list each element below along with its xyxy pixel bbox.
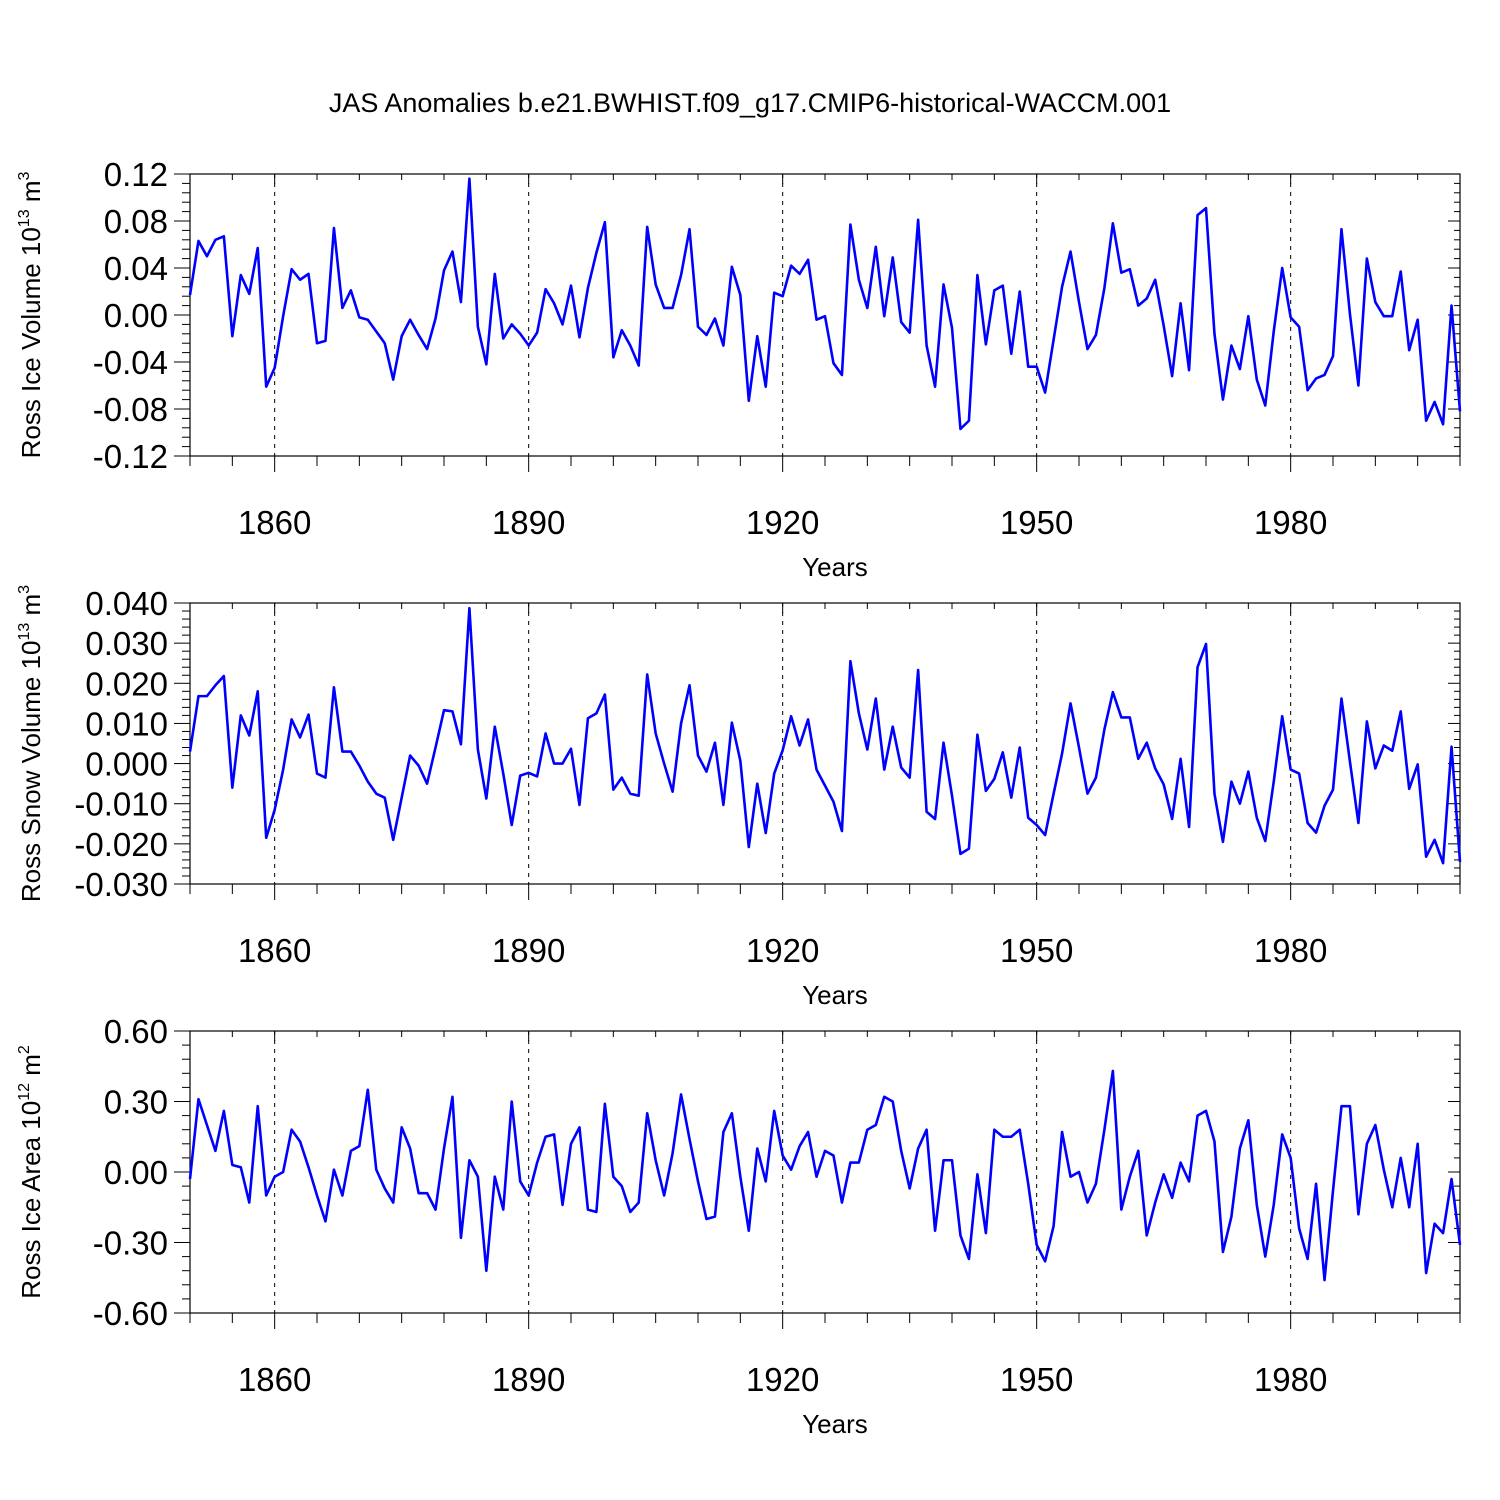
ross-ice-area-xtick-label: 1920 [746, 1361, 819, 1398]
ross-ice-volume-xtick-label: 1890 [492, 504, 565, 541]
ross-ice-area-series-line [188, 1069, 1462, 1282]
ross-snow-volume-ytick-label: -0.030 [74, 866, 168, 903]
ross-ice-area-ylabel: Ross Ice Area 1012 m2 [16, 1045, 46, 1299]
ross-snow-volume-ytick-label: 0.040 [85, 585, 168, 622]
ross-snow-volume-ytick-label: -0.020 [74, 826, 168, 863]
ross-snow-volume-xtick-label: 1890 [492, 932, 565, 969]
ross-ice-volume-panel: 1860 1890 1920 1950 1980 Years -0.12 -0.08 -0.04… [16, 156, 1462, 582]
ross-snow-volume-xtick-label: 1860 [238, 932, 311, 969]
ross-ice-volume-ytick-label: 0.00 [104, 297, 168, 334]
ross-ice-area-xtick-label: 1890 [492, 1361, 565, 1398]
panels: 1860 1890 1920 1950 1980 Years -0.12 -0.08 -0.04… [16, 156, 1462, 1439]
ross-snow-volume-xtick-label: 1980 [1254, 932, 1327, 969]
ross-ice-area-xtick-label: 1950 [1000, 1361, 1073, 1398]
ross-ice-volume-ytick-label: 0.12 [104, 156, 168, 193]
ross-ice-volume-xlabel: Years [802, 552, 868, 582]
ross-ice-volume-ytick-label: -0.12 [93, 438, 168, 475]
ross-ice-volume-xtick-label: 1980 [1254, 504, 1327, 541]
ross-snow-volume-panel: 1860 1890 1920 1950 1980 Years -0.030-0.020-0.… [16, 585, 1462, 1010]
ross-snow-volume-xtick-label: 1950 [1000, 932, 1073, 969]
ross-snow-volume-ytick-label: 0.020 [85, 665, 168, 702]
ross-ice-area-ytick-label: 0.30 [104, 1084, 168, 1121]
figure-title: JAS Anomalies b.e21.BWHIST.f09_g17.CMIP6… [329, 88, 1171, 118]
ross-ice-area-ytick-label: -0.60 [93, 1295, 168, 1332]
ross-ice-area-ytick-label: -0.30 [93, 1225, 168, 1262]
ross-snow-volume-ytick-label: -0.010 [74, 786, 168, 823]
ross-ice-volume-xtick-label: 1920 [746, 504, 819, 541]
ross-ice-volume-ytick-label: 0.04 [104, 250, 168, 287]
ross-snow-volume-ytick-label: 0.000 [85, 746, 168, 783]
ross-ice-volume-ytick-label: -0.08 [93, 391, 168, 428]
ross-ice-volume-ytick-label: -0.04 [93, 344, 168, 381]
ross-ice-volume-xtick-label: 1860 [238, 504, 311, 541]
ross-ice-volume-ytick-label: 0.08 [104, 203, 168, 240]
ross-snow-volume-xlabel: Years [802, 980, 868, 1010]
ross-ice-volume-xtick-label: 1950 [1000, 504, 1073, 541]
ross-ice-area-ytick-label: 0.60 [104, 1013, 168, 1050]
ross-ice-area-xlabel: Years [802, 1409, 868, 1439]
ross-snow-volume-ylabel: Ross Snow Volume 1013 m3 [16, 585, 46, 902]
ross-snow-volume-ytick-label: 0.010 [85, 705, 168, 742]
ross-ice-area-ytick-label: 0.00 [104, 1154, 168, 1191]
ross-snow-volume-xtick-label: 1920 [746, 932, 819, 969]
ross-ice-area-xtick-label: 1980 [1254, 1361, 1327, 1398]
ross-ice-area-xtick-label: 1860 [238, 1361, 311, 1398]
ross-ice-volume-ylabel: Ross Ice Volume 1013 m3 [16, 171, 46, 458]
ross-ice-volume-series-line [188, 177, 1462, 431]
ross-snow-volume-ytick-label: 0.030 [85, 625, 168, 662]
ross-ice-area-panel: 1860 1890 1920 1950 1980 Years -0.60 -0.30 0.00 0… [16, 1013, 1462, 1439]
ross-snow-volume-series-line [188, 606, 1462, 865]
